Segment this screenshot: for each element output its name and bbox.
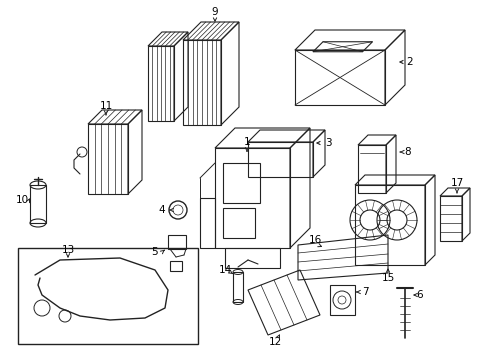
Text: 12: 12 [268,337,281,347]
Bar [18,248,198,344]
Text: 9: 9 [211,7,218,17]
Text: 13: 13 [61,245,75,255]
Text: 8: 8 [404,147,410,157]
Text: 7: 7 [361,287,367,297]
Text: 17: 17 [449,178,463,188]
Text: 4: 4 [159,205,165,215]
Text: 10: 10 [16,195,28,205]
Text: 14: 14 [218,265,231,275]
Text: 3: 3 [324,138,331,148]
Text: 15: 15 [381,273,394,283]
Text: 5: 5 [151,247,158,257]
Text: 1: 1 [243,137,250,147]
Text: 6: 6 [416,290,423,300]
Text: 2: 2 [406,57,412,67]
Text: 16: 16 [308,235,321,245]
Text: 11: 11 [99,101,112,111]
